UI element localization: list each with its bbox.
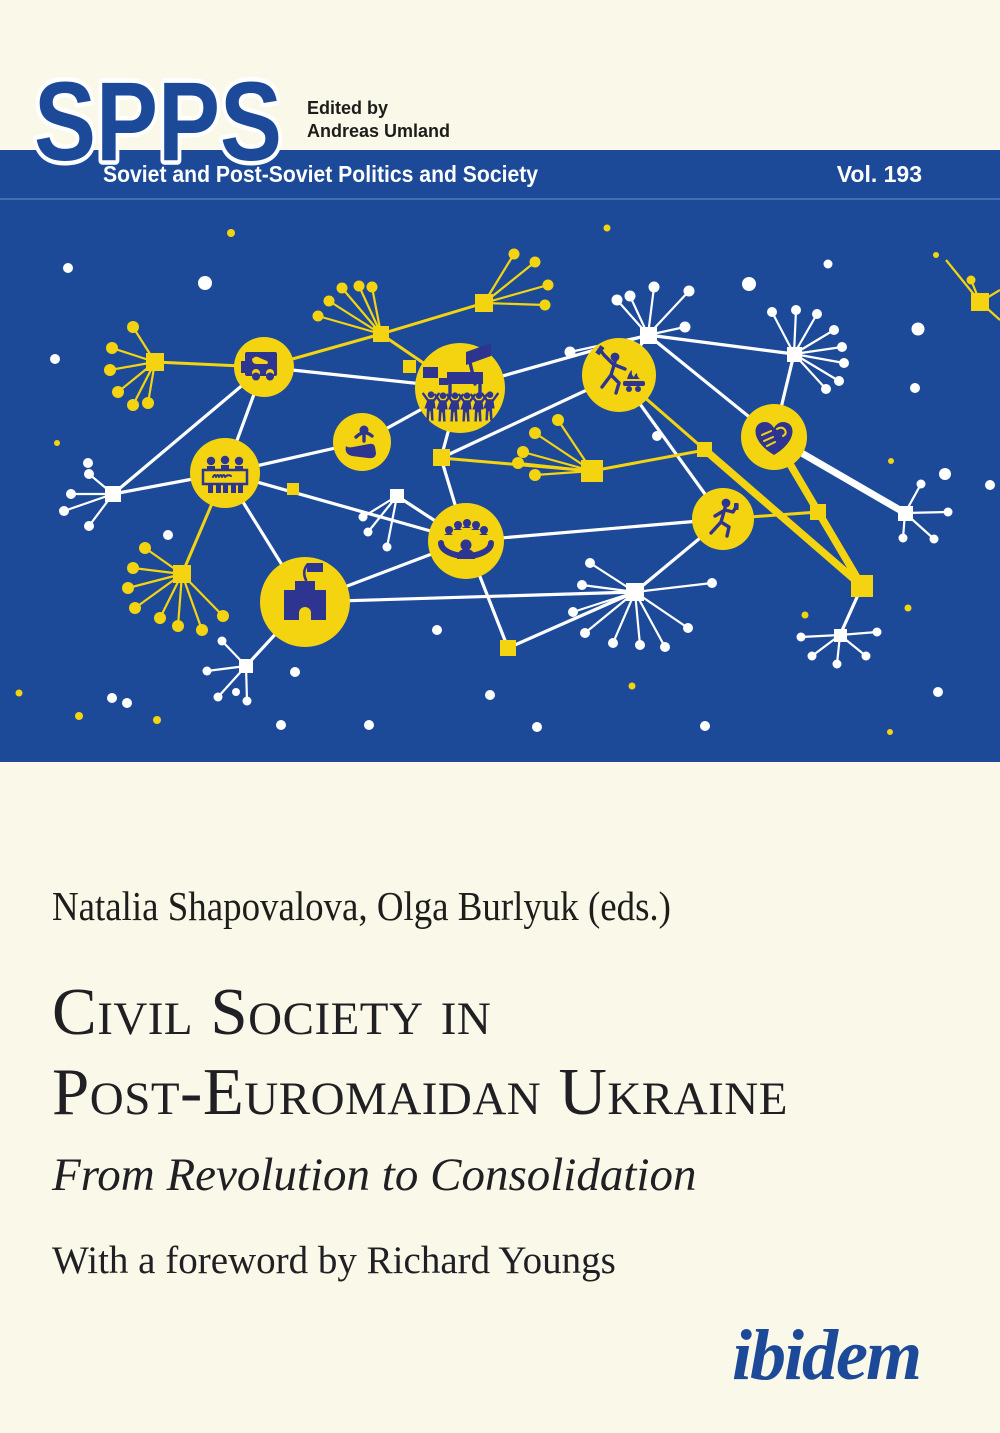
white-burst xyxy=(564,281,695,358)
node-walking-person xyxy=(692,488,754,550)
yellow-burst xyxy=(312,280,389,342)
yellow-burst xyxy=(122,542,229,636)
book-title-line2: Post-Euromaidan Ukraine xyxy=(52,1055,788,1129)
node-aid-truck xyxy=(234,337,294,397)
dandelion-bursts xyxy=(59,248,1000,706)
node-molotov-protester xyxy=(582,338,656,412)
node-banner-demonstrators xyxy=(190,438,260,508)
white-burst xyxy=(796,627,882,669)
protest-crowd-piano-flag-icon xyxy=(422,343,499,423)
banner-demonstrators-icon xyxy=(201,455,249,493)
spps-logo: SPPS xyxy=(30,55,287,175)
round-table-meeting-icon xyxy=(438,519,494,559)
white-burst xyxy=(767,305,849,394)
yellow-burst xyxy=(104,321,164,411)
book-title-line1: Civil Society in xyxy=(52,975,492,1049)
publisher-logo: ibidem xyxy=(732,1315,922,1395)
network-illustration xyxy=(15,224,1000,735)
node-handshake-heart xyxy=(741,404,807,470)
yellow-burst xyxy=(945,259,1000,321)
book-title: Civil Society in Post-Euromaidan Ukraine xyxy=(52,972,788,1132)
white-burst xyxy=(59,469,121,531)
hand-holding-child-icon xyxy=(345,425,376,459)
edited-by-block: Edited by Andreas Umland xyxy=(307,97,450,143)
series-editor-name: Andreas Umland xyxy=(307,121,451,141)
book-subtitle: From Revolution to Consolidation xyxy=(52,1149,697,1201)
series-bar: Soviet and Post-Soviet Politics and Soci… xyxy=(0,150,1000,198)
white-burst xyxy=(358,489,404,552)
institution-building-flag-icon xyxy=(284,563,326,620)
white-burst xyxy=(202,636,253,706)
scatter-dots xyxy=(15,224,995,735)
edited-by-label: Edited by xyxy=(307,98,389,118)
handshake-heart-icon xyxy=(755,422,793,455)
series-name: Soviet and Post-Soviet Politics and Soci… xyxy=(103,161,539,187)
aid-truck-icon xyxy=(241,352,277,381)
editors-line: Natalia Shapovalova, Olga Burlyuk (eds.) xyxy=(52,883,671,929)
white-burst xyxy=(898,479,953,544)
network-illustration-panel xyxy=(0,198,1000,762)
spps-logo-text: SPPS xyxy=(34,59,282,174)
node-round-table xyxy=(428,503,504,579)
molotov-protester-fire-icon xyxy=(595,345,645,395)
foreword-line: With a foreword by Richard Youngs xyxy=(52,1239,616,1282)
walking-person-phone-icon xyxy=(709,498,739,538)
volume-number: Vol. 193 xyxy=(836,161,922,187)
node-protest-crowd xyxy=(415,343,505,433)
node-hand-child xyxy=(333,413,391,471)
yellow-burst xyxy=(475,248,554,312)
yellow-burst xyxy=(512,414,603,482)
node-institution-building xyxy=(260,557,350,647)
connector-squares xyxy=(287,360,873,656)
white-burst xyxy=(568,558,717,652)
